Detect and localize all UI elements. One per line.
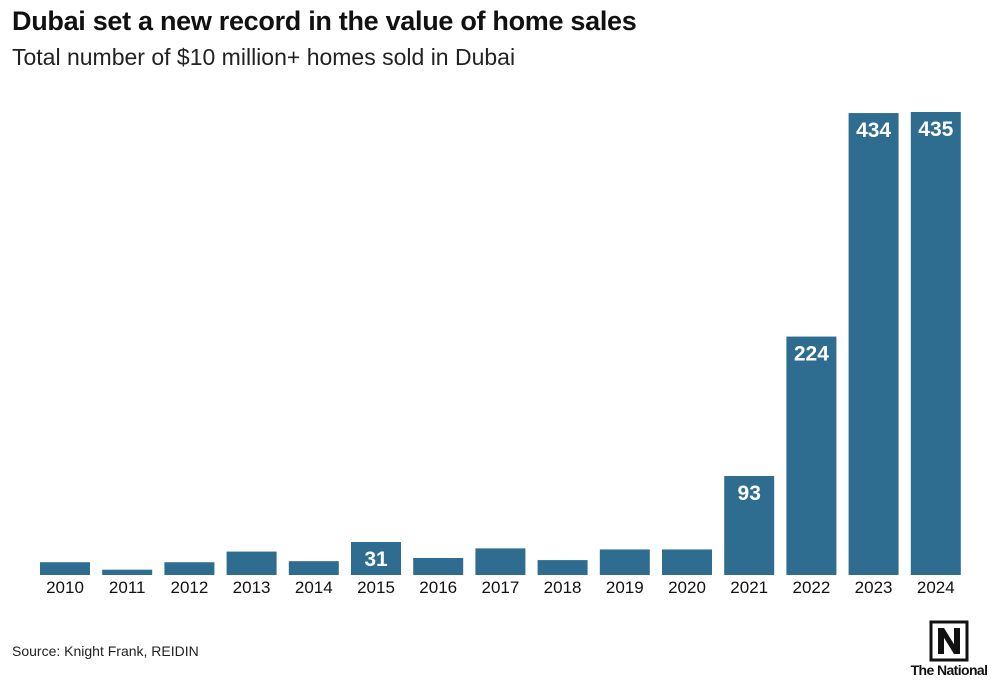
bar-2022: [786, 336, 837, 575]
data-label-2015: 31: [364, 548, 388, 571]
bar-2012: [164, 562, 215, 575]
x-tick-label-2011: 2011: [109, 578, 146, 597]
data-label-2021: 93: [738, 482, 761, 505]
bar-2019: [599, 549, 650, 575]
bar-2015: [351, 542, 401, 575]
bar-2018: [537, 560, 588, 575]
data-label-2024: 435: [918, 118, 953, 141]
x-tick-label-2016: 2016: [419, 578, 457, 597]
x-tick-label-2012: 2012: [170, 578, 208, 597]
data-label-2022: 224: [794, 343, 829, 366]
the-national-logo-text: The National: [910, 662, 988, 678]
chart-title: Dubai set a new record in the value of h…: [12, 6, 637, 36]
data-label-2023: 434: [856, 119, 891, 142]
bar-2013: [226, 551, 277, 575]
source-note: Source: Knight Frank, REIDIN: [12, 643, 199, 659]
x-tick-label-2021: 2021: [730, 578, 768, 597]
x-tick-label-2024: 2024: [917, 578, 955, 597]
x-tick-label-2013: 2013: [233, 578, 271, 597]
x-tick-label-2023: 2023: [855, 578, 893, 597]
bar-2010: [40, 562, 90, 575]
bar-2021: [724, 476, 775, 575]
x-tick-label-2014: 2014: [295, 578, 333, 597]
bar-chart: 2010 2011 2012 2013 2014 2015 31 2016 2017 2018 20…: [40, 112, 961, 597]
x-tick-label-2017: 2017: [481, 578, 519, 597]
chart-subtitle: Total number of $10 million+ homes sold …: [12, 44, 516, 70]
x-tick-label-2022: 2022: [792, 578, 830, 597]
the-national-logo-icon: [929, 620, 969, 662]
bar-2020: [662, 549, 712, 575]
bar-2017: [475, 548, 526, 575]
x-tick-label-2010: 2010: [46, 578, 84, 597]
bar-2023: [848, 113, 899, 576]
bar-2014: [288, 561, 339, 575]
bar-2011: [102, 569, 153, 575]
bar-2016: [413, 557, 464, 575]
x-tick-label-2019: 2019: [606, 578, 644, 597]
the-national-logo: The National: [903, 620, 995, 682]
x-tick-label-2018: 2018: [544, 578, 582, 597]
x-tick-label-2020: 2020: [668, 578, 706, 597]
x-tick-label-2015: 2015: [357, 578, 395, 597]
bar-2024: [910, 112, 961, 575]
